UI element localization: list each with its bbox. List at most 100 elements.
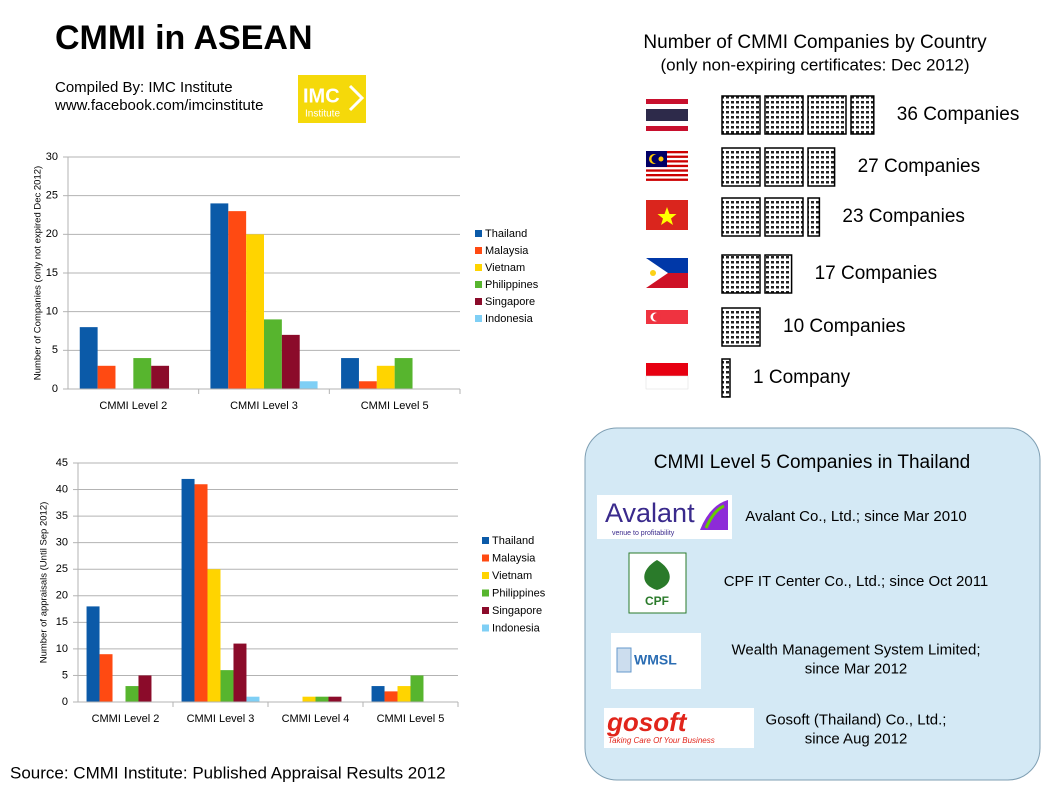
- y-tick-label: 0: [62, 696, 68, 708]
- y-tick-label: 15: [56, 616, 68, 628]
- y-axis-label: Number of Companies (only not expired De…: [33, 166, 44, 380]
- company-name: Wealth Management System Limited;: [731, 641, 980, 658]
- logo-gosoft: gosoft Taking Care Of Your Business: [604, 707, 754, 748]
- logo-avalant: Avalant venue to profitability: [597, 495, 732, 539]
- y-tick-label: 25: [46, 190, 58, 202]
- company-name: Gosoft (Thailand) Co., Ltd.;: [766, 711, 947, 728]
- legend-swatch: [475, 298, 482, 305]
- x-tick-label: CMMI Level 4: [282, 713, 350, 725]
- logo-text: Avalant: [605, 498, 695, 528]
- bar: [138, 675, 152, 702]
- bar: [358, 381, 377, 389]
- source: Source: CMMI Institute: Published Apprai…: [10, 763, 446, 782]
- building: [807, 95, 847, 135]
- bar: [281, 334, 300, 389]
- y-tick-label: 10: [46, 306, 58, 318]
- bar: [181, 478, 195, 702]
- bar: [228, 211, 247, 389]
- legend-label: Philippines: [492, 587, 546, 599]
- company-count: 1 Company: [753, 367, 851, 388]
- building: [850, 95, 875, 135]
- bar: [410, 675, 424, 702]
- legend-swatch: [475, 281, 482, 288]
- building: [764, 147, 804, 187]
- company-count: 23 Companies: [842, 206, 965, 227]
- logo-text: WMSL: [634, 652, 677, 668]
- legend-swatch: [482, 589, 489, 597]
- y-tick-label: 0: [52, 383, 58, 395]
- building: [721, 95, 761, 135]
- y-tick-label: 25: [56, 563, 68, 575]
- flags: [645, 99, 689, 390]
- bar: [99, 654, 113, 702]
- bar: [210, 203, 229, 389]
- y-tick-label: 5: [62, 669, 68, 681]
- y-tick-label: 40: [56, 483, 68, 495]
- building-icons: [721, 95, 875, 135]
- y-tick-label: 20: [46, 228, 58, 240]
- building-icons: [721, 254, 793, 294]
- url: www.facebook.com/imcinstitute: [54, 97, 263, 114]
- building: [764, 197, 804, 237]
- bar: [151, 365, 170, 389]
- y-tick-label: 30: [46, 151, 58, 163]
- bar: [86, 606, 100, 702]
- building-icons: [721, 307, 761, 347]
- x-tick-label: CMMI Level 3: [230, 400, 298, 412]
- company-name: since Aug 2012: [805, 730, 908, 747]
- bar: [233, 643, 247, 702]
- y-tick-label: 15: [46, 267, 58, 279]
- legend-swatch: [482, 624, 489, 632]
- bar: [376, 365, 395, 389]
- logo-text: IMC: [303, 85, 340, 107]
- bar: [394, 358, 413, 389]
- bar: [371, 686, 385, 702]
- bar: [194, 484, 208, 702]
- logo-sub: Institute: [305, 109, 340, 120]
- y-axis-label: Number of appraisals (Until Sep 2012): [39, 502, 50, 664]
- x-tick-label: CMMI Level 3: [187, 713, 255, 725]
- bar: [220, 670, 234, 702]
- y-tick-label: 30: [56, 537, 68, 549]
- logo-text: gosoft: [606, 707, 688, 737]
- legend-swatch: [475, 315, 482, 322]
- building: [721, 147, 761, 187]
- bar: [246, 696, 260, 702]
- company-count: 17 Companies: [815, 263, 938, 284]
- legend-label: Philippines: [485, 279, 539, 291]
- y-tick-label: 10: [56, 643, 68, 655]
- bar: [397, 686, 411, 702]
- y-tick-label: 20: [56, 590, 68, 602]
- x-tick-label: CMMI Level 5: [377, 713, 445, 725]
- compiled-by: Compiled By: IMC Institute: [55, 79, 233, 96]
- countries-title: Number of CMMI Companies by Country: [643, 32, 987, 53]
- legend-label: Malaysia: [492, 552, 536, 564]
- bar: [97, 365, 116, 389]
- bar: [125, 686, 139, 702]
- logo-text: CPF: [645, 594, 669, 608]
- page-title: CMMI in ASEAN: [55, 19, 313, 57]
- x-tick-label: CMMI Level 2: [92, 713, 160, 725]
- logo-cpf: CPF: [628, 552, 687, 614]
- logo-sub: Taking Care Of Your Business: [608, 736, 715, 745]
- y-tick-label: 35: [56, 510, 68, 522]
- legend-swatch: [475, 264, 482, 271]
- bar: [341, 358, 359, 389]
- company-name: CPF IT Center Co., Ltd.; since Oct 2011: [724, 573, 989, 590]
- company-count: 10 Companies: [783, 316, 906, 337]
- building-icons: [721, 147, 836, 187]
- x-tick-label: CMMI Level 5: [361, 400, 429, 412]
- building: [764, 254, 793, 294]
- y-tick-label: 45: [56, 457, 68, 469]
- bar: [315, 696, 329, 702]
- logo-wmsl: WMSL: [611, 633, 701, 689]
- logo-sub: venue to profitability: [612, 530, 675, 537]
- legend-label: Malaysia: [485, 245, 529, 257]
- legend-swatch: [482, 554, 489, 562]
- building: [721, 358, 731, 398]
- legend-label: Singapore: [485, 296, 535, 308]
- legend-label: Indonesia: [485, 313, 534, 325]
- company-count: 36 Companies: [897, 104, 1020, 125]
- imc-logo: IMC Institute: [298, 75, 366, 123]
- legend-swatch: [475, 230, 482, 237]
